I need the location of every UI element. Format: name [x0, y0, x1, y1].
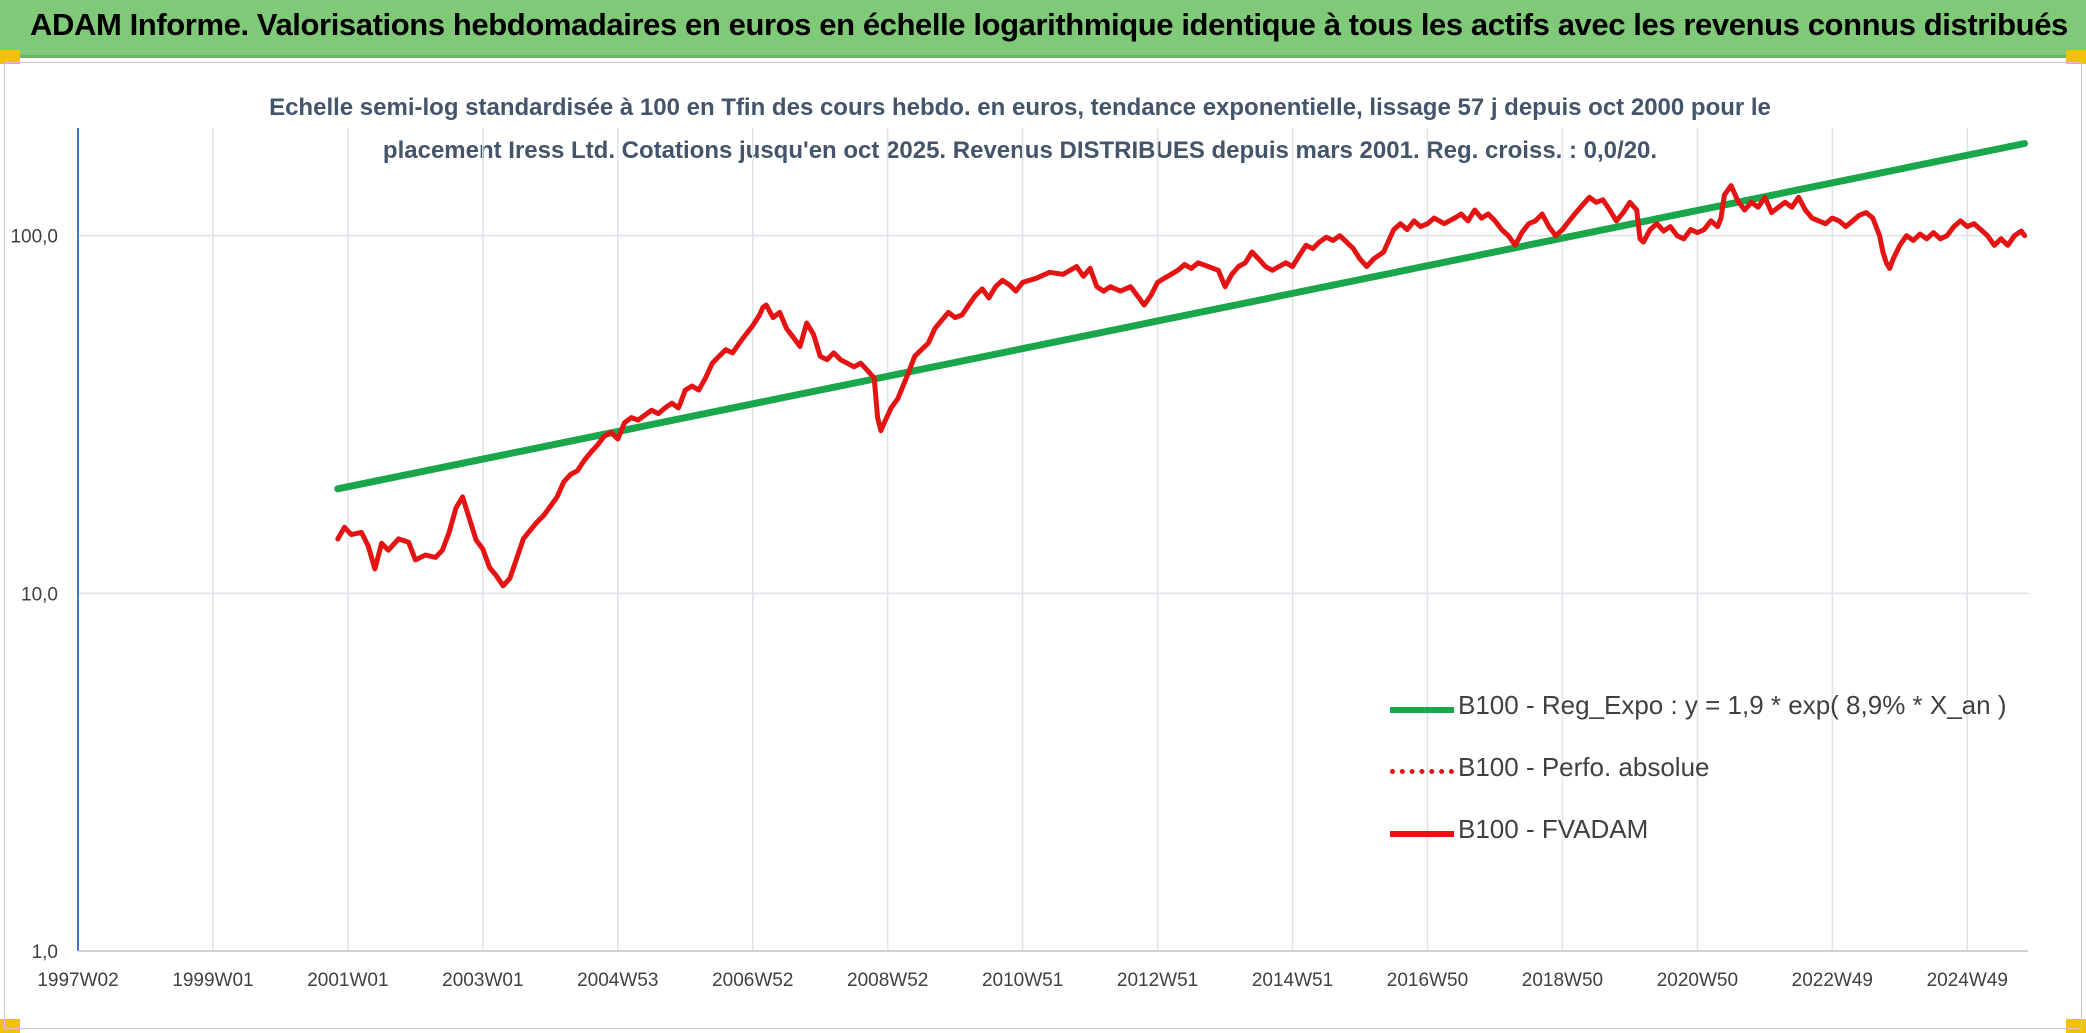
x-tick-label-6: 2008W52 [847, 970, 928, 991]
legend-label-perfo-absolue: B100 - Perfo. absolue [1458, 752, 1710, 782]
legend-swatch-fvadam [1390, 831, 1454, 837]
legend-swatch-reg-expo [1390, 707, 1454, 713]
chart-area-frame [4, 62, 2082, 1029]
x-tick-label-14: 2024W49 [1927, 970, 2008, 991]
x-tick-label-0: 1997W02 [37, 970, 118, 991]
corner-marker-right [2066, 50, 2086, 64]
report-banner: ADAM Informe. Valorisations hebdomadaire… [0, 0, 2086, 58]
x-tick-label-1: 1999W01 [172, 970, 253, 991]
x-tick-label-7: 2010W51 [982, 970, 1063, 991]
x-tick-label-3: 2003W01 [442, 970, 523, 991]
legend-swatch-perfo-absolue [1390, 769, 1454, 774]
x-tick-label-5: 2006W52 [712, 970, 793, 991]
report-title: ADAM Informe. Valorisations hebdomadaire… [30, 7, 2068, 42]
y-tick-label-2: 100,0 [10, 227, 58, 248]
x-tick-label-12: 2020W50 [1657, 970, 1738, 991]
y-tick-label-0: 1,0 [32, 942, 58, 963]
series-line-reg-expo [334, 140, 2029, 493]
x-tick-label-11: 2018W50 [1522, 970, 1603, 991]
chart-subtitle-line-2: placement Iress Ltd. Cotations jusqu'en … [382, 137, 1658, 164]
chart-subtitle: Echelle semi-log standardisée à 100 en T… [255, 86, 1785, 172]
x-tick-label-4: 2004W53 [577, 970, 658, 991]
x-tick-label-13: 2022W49 [1792, 970, 1873, 991]
x-tick-label-10: 2016W50 [1387, 970, 1468, 991]
x-tick-label-8: 2012W51 [1117, 970, 1198, 991]
y-tick-label-1: 10,0 [21, 584, 58, 605]
x-tick-label-9: 2014W51 [1252, 970, 1333, 991]
legend-label-fvadam: B100 - FVADAM [1458, 814, 1649, 844]
corner-marker-bottom-left [0, 1019, 20, 1033]
x-tick-label-2: 2001W01 [307, 970, 388, 991]
legend-label-reg-expo: B100 - Reg_Expo : y = 1,9 * exp( 8,9% * … [1458, 690, 2007, 720]
series-line-fvadam [335, 183, 2028, 589]
chart-subtitle-line-1: Echelle semi-log standardisée à 100 en T… [269, 94, 1771, 121]
corner-marker-left [0, 50, 20, 64]
